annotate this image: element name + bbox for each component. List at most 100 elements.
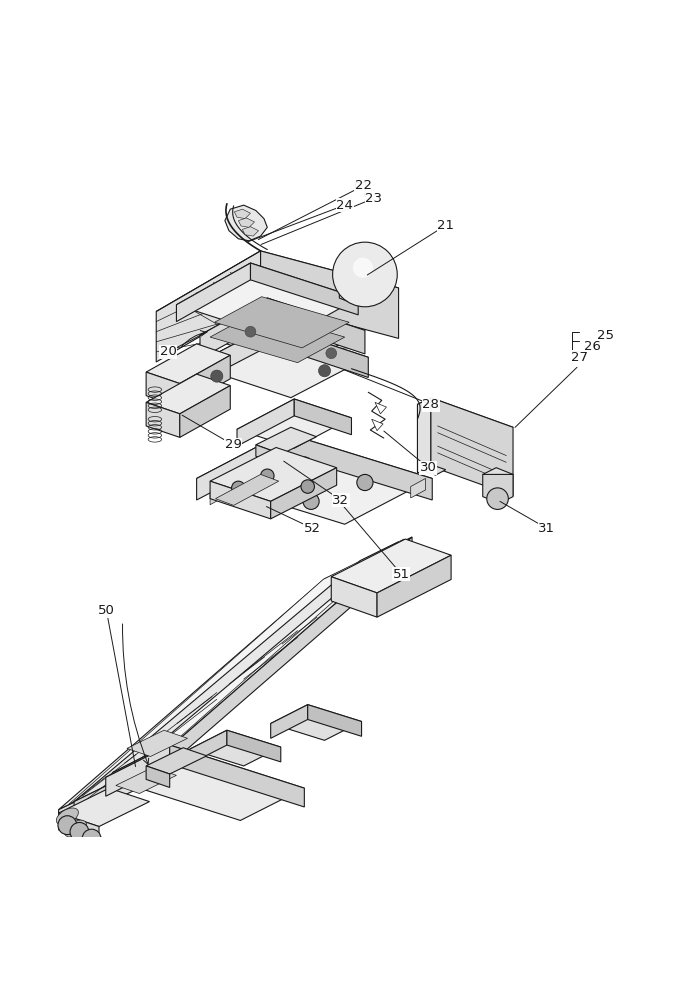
Polygon shape	[372, 419, 383, 431]
Polygon shape	[116, 767, 176, 794]
Polygon shape	[237, 399, 294, 446]
Text: 32: 32	[332, 493, 349, 506]
Polygon shape	[59, 537, 412, 810]
Text: 21: 21	[437, 219, 454, 232]
Polygon shape	[294, 399, 352, 435]
Circle shape	[353, 258, 373, 278]
Polygon shape	[190, 730, 281, 766]
Polygon shape	[146, 344, 231, 384]
Polygon shape	[339, 286, 362, 303]
Circle shape	[58, 816, 77, 835]
Polygon shape	[422, 465, 445, 475]
Text: 50: 50	[98, 604, 115, 617]
Polygon shape	[267, 298, 365, 354]
Text: 22: 22	[355, 179, 372, 192]
Text: 27: 27	[571, 351, 587, 364]
Polygon shape	[256, 427, 316, 454]
Polygon shape	[377, 555, 451, 617]
Polygon shape	[197, 433, 284, 500]
Polygon shape	[127, 730, 187, 756]
Polygon shape	[105, 745, 170, 796]
Polygon shape	[180, 355, 231, 407]
Polygon shape	[237, 399, 352, 448]
Polygon shape	[270, 325, 368, 377]
Circle shape	[245, 326, 256, 337]
Circle shape	[487, 488, 508, 509]
Circle shape	[82, 829, 101, 848]
Polygon shape	[227, 730, 281, 762]
Circle shape	[232, 481, 245, 495]
Polygon shape	[190, 730, 227, 764]
Polygon shape	[243, 227, 258, 236]
Circle shape	[333, 242, 397, 307]
Polygon shape	[331, 539, 451, 593]
Polygon shape	[74, 783, 112, 815]
Circle shape	[326, 348, 337, 359]
Polygon shape	[156, 251, 399, 349]
Polygon shape	[200, 298, 267, 359]
Polygon shape	[270, 705, 362, 740]
Text: 26: 26	[584, 340, 601, 353]
Polygon shape	[418, 398, 513, 434]
Polygon shape	[180, 386, 231, 437]
Circle shape	[318, 365, 331, 377]
Circle shape	[301, 480, 314, 493]
Circle shape	[260, 469, 274, 482]
Polygon shape	[176, 263, 358, 340]
Circle shape	[211, 370, 223, 382]
Polygon shape	[270, 468, 337, 519]
Text: 20: 20	[160, 345, 177, 358]
Polygon shape	[210, 311, 345, 363]
Polygon shape	[146, 372, 180, 407]
Polygon shape	[146, 402, 180, 437]
Text: 51: 51	[393, 568, 410, 581]
Circle shape	[303, 493, 319, 509]
Polygon shape	[411, 478, 425, 498]
Polygon shape	[235, 209, 251, 219]
Ellipse shape	[56, 808, 78, 825]
Polygon shape	[193, 325, 270, 386]
Polygon shape	[112, 754, 203, 789]
Polygon shape	[193, 325, 368, 398]
Polygon shape	[260, 251, 399, 338]
Circle shape	[357, 474, 373, 491]
Text: 24: 24	[336, 199, 353, 212]
Polygon shape	[431, 398, 513, 496]
Polygon shape	[210, 481, 270, 519]
Polygon shape	[59, 768, 146, 827]
Polygon shape	[256, 445, 281, 466]
Text: 29: 29	[224, 438, 241, 451]
Polygon shape	[331, 577, 377, 617]
Polygon shape	[483, 474, 513, 503]
Polygon shape	[59, 788, 149, 827]
Polygon shape	[308, 705, 362, 736]
Polygon shape	[170, 745, 304, 807]
Circle shape	[70, 822, 89, 841]
Polygon shape	[284, 433, 432, 500]
Polygon shape	[176, 263, 251, 322]
Circle shape	[296, 457, 312, 473]
Polygon shape	[200, 298, 365, 367]
Polygon shape	[59, 813, 99, 843]
Polygon shape	[239, 218, 255, 227]
Polygon shape	[225, 205, 267, 241]
Polygon shape	[483, 468, 513, 481]
Polygon shape	[146, 766, 170, 787]
Polygon shape	[146, 537, 412, 785]
Polygon shape	[146, 374, 231, 414]
Text: 28: 28	[422, 398, 439, 411]
Polygon shape	[69, 539, 404, 804]
Polygon shape	[105, 745, 304, 820]
Polygon shape	[270, 705, 308, 738]
Polygon shape	[146, 748, 207, 774]
Polygon shape	[197, 433, 432, 524]
Text: 30: 30	[420, 461, 437, 474]
Ellipse shape	[64, 820, 87, 837]
Circle shape	[246, 476, 262, 492]
Text: 31: 31	[538, 522, 555, 535]
Polygon shape	[156, 251, 260, 362]
Polygon shape	[149, 754, 203, 785]
Polygon shape	[375, 402, 387, 414]
Polygon shape	[210, 485, 225, 505]
Text: 25: 25	[598, 329, 614, 342]
